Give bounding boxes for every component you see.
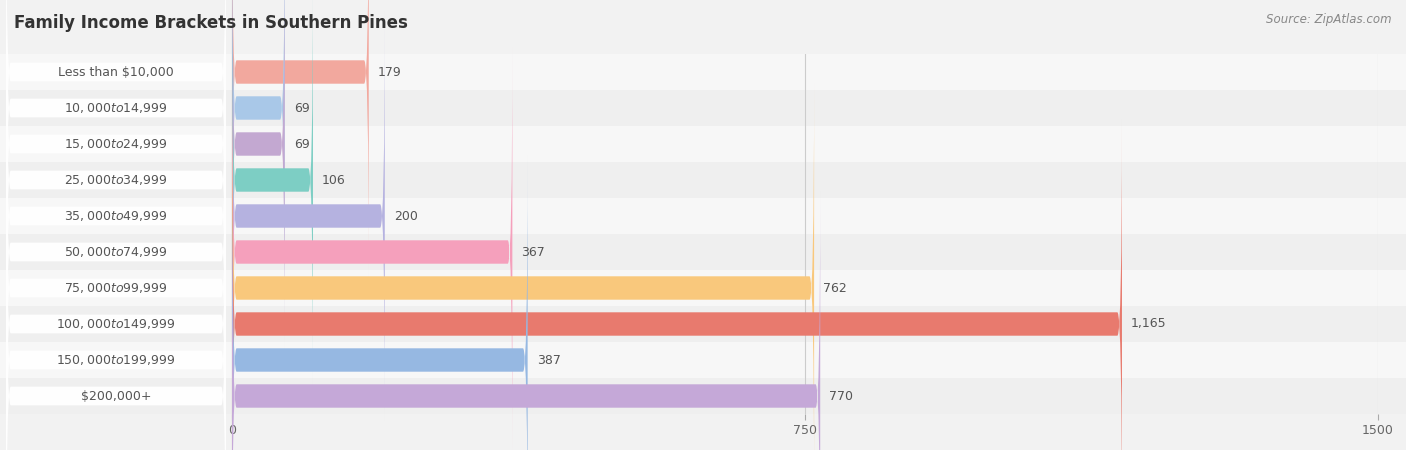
- FancyBboxPatch shape: [6, 81, 226, 450]
- Bar: [0, 126, 1406, 162]
- Bar: [0, 54, 1406, 90]
- FancyBboxPatch shape: [6, 189, 226, 450]
- Bar: [0, 162, 1406, 198]
- Text: $15,000 to $24,999: $15,000 to $24,999: [65, 137, 167, 151]
- FancyBboxPatch shape: [232, 48, 512, 450]
- Text: $100,000 to $149,999: $100,000 to $149,999: [56, 317, 176, 331]
- Text: $10,000 to $14,999: $10,000 to $14,999: [65, 101, 167, 115]
- Bar: [0, 90, 1406, 126]
- FancyBboxPatch shape: [6, 0, 226, 387]
- Text: 1,165: 1,165: [1132, 318, 1167, 330]
- FancyBboxPatch shape: [6, 0, 226, 351]
- FancyBboxPatch shape: [232, 0, 284, 348]
- Text: 69: 69: [294, 102, 309, 114]
- FancyBboxPatch shape: [232, 12, 385, 420]
- Text: 762: 762: [824, 282, 846, 294]
- FancyBboxPatch shape: [6, 0, 226, 279]
- Text: $35,000 to $49,999: $35,000 to $49,999: [65, 209, 167, 223]
- Text: 106: 106: [322, 174, 346, 186]
- FancyBboxPatch shape: [232, 156, 527, 450]
- Text: Less than $10,000: Less than $10,000: [58, 66, 174, 78]
- Bar: [0, 198, 1406, 234]
- Text: 69: 69: [294, 138, 309, 150]
- Bar: [0, 234, 1406, 270]
- Text: 770: 770: [830, 390, 853, 402]
- FancyBboxPatch shape: [6, 117, 226, 450]
- Text: Family Income Brackets in Southern Pines: Family Income Brackets in Southern Pines: [14, 14, 408, 32]
- FancyBboxPatch shape: [232, 192, 820, 450]
- Bar: [0, 342, 1406, 378]
- Text: Source: ZipAtlas.com: Source: ZipAtlas.com: [1267, 14, 1392, 27]
- FancyBboxPatch shape: [232, 0, 314, 384]
- FancyBboxPatch shape: [6, 9, 226, 423]
- Text: $75,000 to $99,999: $75,000 to $99,999: [65, 281, 167, 295]
- Text: 387: 387: [537, 354, 561, 366]
- Text: 367: 367: [522, 246, 546, 258]
- Text: $150,000 to $199,999: $150,000 to $199,999: [56, 353, 176, 367]
- FancyBboxPatch shape: [6, 153, 226, 450]
- FancyBboxPatch shape: [232, 0, 368, 276]
- Text: $200,000+: $200,000+: [80, 390, 152, 402]
- FancyBboxPatch shape: [6, 45, 226, 450]
- Text: $25,000 to $34,999: $25,000 to $34,999: [65, 173, 167, 187]
- Bar: [0, 270, 1406, 306]
- Text: 200: 200: [394, 210, 418, 222]
- Bar: [0, 306, 1406, 342]
- FancyBboxPatch shape: [232, 84, 814, 450]
- Bar: [0, 378, 1406, 414]
- FancyBboxPatch shape: [6, 0, 226, 315]
- FancyBboxPatch shape: [232, 120, 1122, 450]
- Text: 179: 179: [378, 66, 402, 78]
- FancyBboxPatch shape: [232, 0, 284, 312]
- Text: $50,000 to $74,999: $50,000 to $74,999: [65, 245, 167, 259]
